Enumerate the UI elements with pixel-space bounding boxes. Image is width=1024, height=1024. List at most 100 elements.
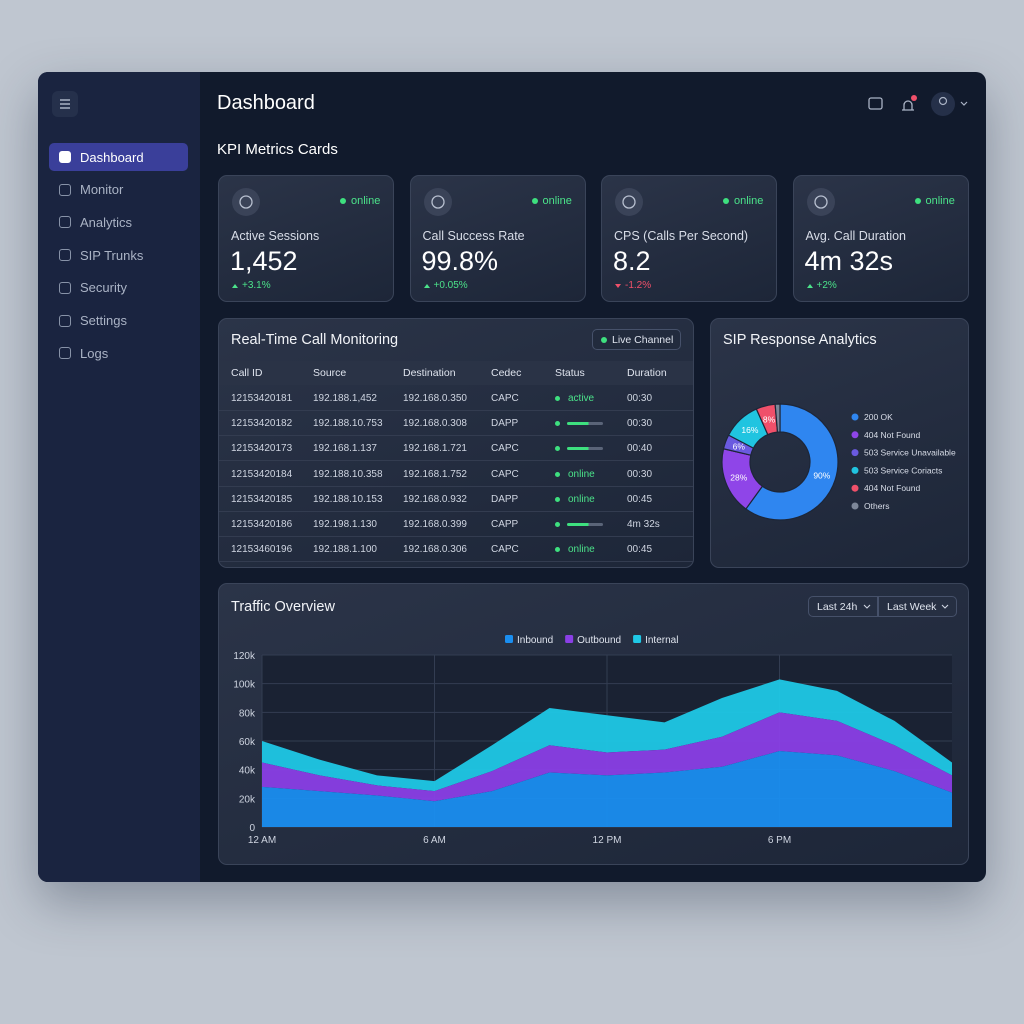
legend-swatch <box>851 449 859 457</box>
kpi-change: +0.05% <box>433 280 468 291</box>
table-cell: 12153420185 <box>231 493 293 505</box>
kpi-icon-bg <box>806 188 835 216</box>
column-header: Destination <box>403 367 456 379</box>
kpi-change: -1.2% <box>625 280 652 291</box>
table-cell: 00:45 <box>627 493 653 505</box>
kpi-status: online <box>351 195 381 207</box>
legend-swatch <box>851 413 859 421</box>
legend-label: 404 Not Found <box>864 483 921 493</box>
table-cell: 192.188.10.153 <box>313 493 383 505</box>
avatar-icon <box>938 96 948 106</box>
range-button[interactable]: Last Week <box>878 596 957 617</box>
kpi-icon-glyph <box>813 195 828 209</box>
change-arrow-shape <box>423 284 430 288</box>
kpi-card: online CPS (Calls Per Second) 8.2 -1.2% <box>601 175 777 302</box>
nav-item[interactable]: SIP Trunks <box>49 241 188 269</box>
kpi-card: online Avg. Call Duration 4m 32s +2% <box>792 175 969 302</box>
range-label: Last Week <box>887 601 937 613</box>
traffic-panel: Traffic Overview Last 24h Last Week 0 20k 40k… <box>218 583 969 865</box>
sip-panel: SIP Response Analytics 90% 200 OK 28% 404 No… <box>710 318 969 568</box>
kpi-status: online <box>734 195 764 207</box>
table-cell: CAPC <box>491 544 519 556</box>
slice-label: 90% <box>813 471 830 481</box>
legend-swatch <box>851 502 859 510</box>
nav-item[interactable]: Security <box>49 274 188 302</box>
nav-item[interactable]: Settings <box>49 307 188 335</box>
nav-label: Security <box>80 280 127 296</box>
table-cell: DAPP <box>491 418 519 430</box>
avatar-caret[interactable] <box>960 101 968 106</box>
row-divider <box>219 460 693 462</box>
status-text: online <box>568 544 595 556</box>
change-arrow-shape <box>615 284 621 288</box>
nav-icon <box>59 183 71 196</box>
table-cell: 00:30 <box>627 393 653 404</box>
range-label: Last 24h <box>817 601 858 613</box>
row-divider <box>219 410 693 411</box>
change-arrow <box>232 284 238 288</box>
column-header: Cedec <box>491 367 522 379</box>
slice-label: 8% <box>763 414 776 424</box>
range-button[interactable]: Last 24h <box>808 596 878 617</box>
status-dot <box>555 547 560 553</box>
status-text: online <box>568 468 595 480</box>
column-header: Duration <box>627 367 667 379</box>
legend-swatch <box>565 635 574 643</box>
legend-label: 200 OK <box>864 412 893 422</box>
row-divider <box>219 561 693 563</box>
nav-item[interactable]: Monitor <box>49 176 188 204</box>
kpi-icon-glyph <box>430 195 445 209</box>
bell-icon[interactable] <box>902 100 914 111</box>
change-arrow-shape <box>232 284 238 288</box>
kpi-card: online Active Sessions 1,452 +3.1% <box>218 175 394 302</box>
area-0 <box>262 751 952 827</box>
column-header: Source <box>313 367 347 379</box>
table-cell: 00:30 <box>627 468 653 480</box>
table-cell: 192.188.1.100 <box>313 544 377 556</box>
header-icons <box>868 92 968 116</box>
legend-label: Internal <box>645 635 678 646</box>
table-cell: 192.168.1.137 <box>313 443 377 455</box>
kpi-card: online Call Success Rate 99.8% +0.05% <box>409 175 586 302</box>
nav-icon <box>59 151 71 163</box>
column-header: Call ID <box>231 367 263 379</box>
x-tick-label: 12 AM <box>248 835 276 846</box>
row-divider <box>219 435 693 437</box>
table-cell: 192.168.1.752 <box>403 468 467 480</box>
calendar-icon[interactable] <box>868 97 883 110</box>
table-cell: 192.168.1.721 <box>403 443 467 455</box>
legend-label: 404 Not Found <box>864 430 921 440</box>
table-cell: 12153420184 <box>231 468 293 480</box>
table-cell: CAPP <box>491 519 519 530</box>
donut-slice <box>774 403 781 433</box>
status-dot <box>555 421 560 427</box>
nav-icon <box>59 314 71 327</box>
status-bar <box>567 523 603 526</box>
y-tick-label: 20k <box>239 794 256 805</box>
nav-label: Settings <box>80 313 127 328</box>
kpi-change: +3.1% <box>242 280 271 291</box>
table-cell: 00:40 <box>627 443 653 455</box>
legend-swatch <box>851 484 859 492</box>
status-dot <box>555 396 560 401</box>
traffic-title: Traffic Overview <box>231 599 335 615</box>
live-badge[interactable]: Live Channel <box>592 329 681 350</box>
traffic-chart: 0 20k 40k 60k 80k 100k 120k 12 AM 6 AM 12 PM 6 PM I… <box>233 635 952 846</box>
table-cell: 12153420173 <box>231 443 293 455</box>
y-tick-label: 100k <box>233 680 256 691</box>
status-dot <box>531 198 538 204</box>
y-tick-label: 40k <box>239 766 256 777</box>
menu-button[interactable] <box>52 91 78 117</box>
kpi-value: 8.2 <box>613 246 651 276</box>
table-title: Real-Time Call Monitoring <box>231 332 399 348</box>
table-cell: DAPP <box>491 493 519 505</box>
table-cell: 12153460196 <box>231 544 293 556</box>
nav-item[interactable]: Logs <box>49 339 188 367</box>
nav-item[interactable]: Dashboard <box>49 143 188 171</box>
table-cell: 12153420181 <box>231 393 293 404</box>
status-bar <box>567 422 603 426</box>
nav-item[interactable]: Analytics <box>49 208 188 236</box>
x-tick-label: 6 AM <box>423 835 446 846</box>
table-cell: 12153420182 <box>231 418 293 430</box>
slice-label: 16% <box>741 425 758 435</box>
